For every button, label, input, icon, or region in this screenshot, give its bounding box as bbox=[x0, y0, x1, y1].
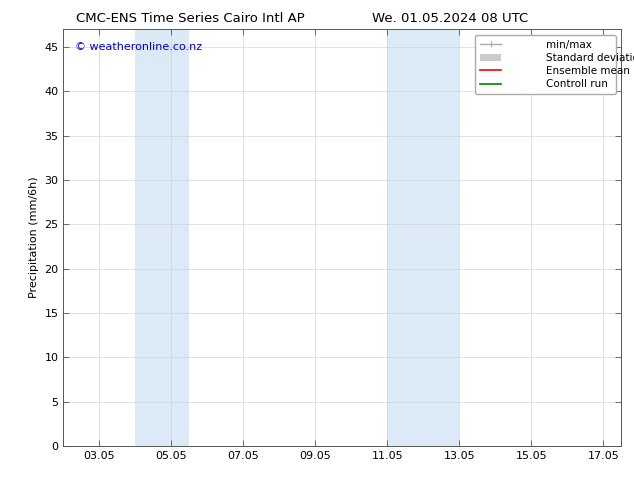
Text: © weatheronline.co.nz: © weatheronline.co.nz bbox=[75, 42, 202, 52]
Text: CMC-ENS Time Series Cairo Intl AP: CMC-ENS Time Series Cairo Intl AP bbox=[76, 12, 304, 25]
Y-axis label: Precipitation (mm/6h): Precipitation (mm/6h) bbox=[29, 177, 39, 298]
Text: We. 01.05.2024 08 UTC: We. 01.05.2024 08 UTC bbox=[372, 12, 528, 25]
Legend: min/max, Standard deviation, Ensemble mean run, Controll run: min/max, Standard deviation, Ensemble me… bbox=[475, 35, 616, 95]
Bar bbox=[171, 29, 190, 446]
Bar bbox=[424, 29, 460, 446]
Bar bbox=[136, 29, 171, 446]
Bar bbox=[387, 29, 424, 446]
